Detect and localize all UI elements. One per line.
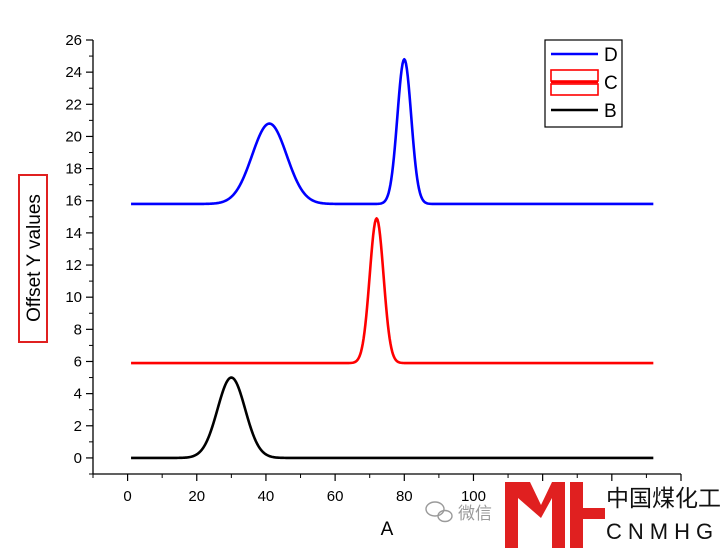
legend-item-C: C	[550, 69, 618, 96]
y-tick-label: 0	[74, 450, 82, 467]
wechat-watermark: 微信	[425, 501, 492, 523]
x-axis-title: A	[381, 519, 394, 540]
y-tick-label: 10	[65, 289, 82, 306]
watermark-text: 微信	[458, 504, 492, 523]
legend-label-D: D	[604, 45, 618, 66]
y-tick-label: 24	[65, 64, 82, 81]
y-tick-label: 20	[65, 128, 82, 145]
x-tick-label: 40	[258, 488, 275, 505]
y-tick-label: 18	[65, 161, 82, 178]
y-tick-label: 2	[74, 418, 82, 435]
x-tick-label: 100	[461, 488, 486, 505]
legend-label-B: B	[604, 101, 617, 122]
brand-logo-mark	[505, 482, 605, 548]
wechat-icon	[425, 501, 453, 523]
legend-item-B: B	[551, 101, 617, 122]
series-layer	[130, 57, 654, 460]
x-tick-label: 80	[396, 488, 413, 505]
y-tick-label: 14	[65, 225, 82, 242]
brand-logo-en: CNMHG	[606, 519, 719, 544]
legend-item-D: D	[551, 45, 618, 66]
y-tick-label: 8	[74, 321, 82, 338]
y-tick-label: 16	[65, 193, 82, 210]
legend-highlight-box	[550, 83, 599, 96]
y-axis-title: Offset Y values	[24, 194, 45, 322]
legend-label-C: C	[604, 73, 618, 94]
y-tick-label: 6	[74, 353, 82, 370]
series-line-C	[130, 217, 654, 365]
y-tick-label: 26	[65, 32, 82, 49]
y-tick-label: 22	[65, 96, 82, 113]
y-tick-label: 4	[74, 386, 82, 403]
y-tick-label: 12	[65, 257, 82, 274]
series-line-D	[130, 57, 654, 206]
x-tick-label: 20	[188, 488, 205, 505]
x-tick-label: 60	[327, 488, 344, 505]
y-axis-title-highlight	[18, 174, 48, 343]
y-axis-title-group: Offset Y values	[18, 174, 48, 343]
legend: DCB	[544, 39, 623, 128]
brand-logo-cn: 中国煤化工	[606, 486, 721, 512]
x-tick-label: 0	[123, 488, 131, 505]
series-line-B	[130, 376, 654, 460]
brand-logo: 中国煤化工 CNMHG	[505, 482, 721, 548]
